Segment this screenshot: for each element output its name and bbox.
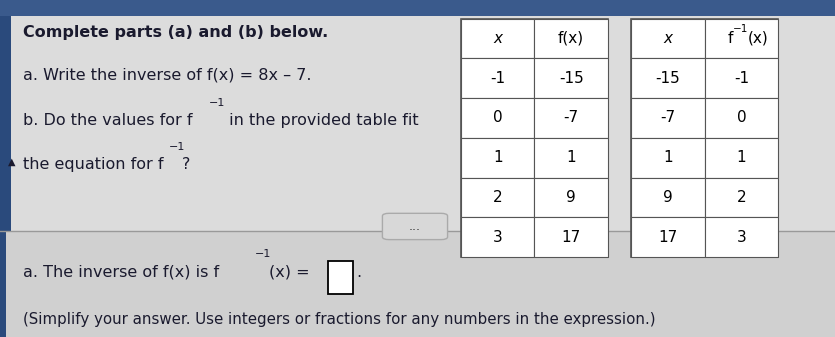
Text: f(x): f(x) xyxy=(558,31,584,46)
Bar xyxy=(631,19,778,257)
Bar xyxy=(461,178,534,217)
Bar xyxy=(0,16,11,231)
Text: −1: −1 xyxy=(256,249,271,259)
Bar xyxy=(631,58,705,98)
Bar xyxy=(0,231,6,337)
Text: 17: 17 xyxy=(561,230,581,245)
Bar xyxy=(631,98,705,138)
Text: Complete parts (a) and (b) below.: Complete parts (a) and (b) below. xyxy=(23,25,329,40)
Bar xyxy=(705,98,778,138)
Bar xyxy=(534,58,608,98)
Bar xyxy=(705,19,778,58)
Text: ?: ? xyxy=(182,157,190,172)
Text: -15: -15 xyxy=(559,71,584,86)
Bar xyxy=(534,19,608,58)
Bar xyxy=(631,19,705,58)
Text: 9: 9 xyxy=(663,190,673,205)
Text: 17: 17 xyxy=(658,230,678,245)
Text: 3: 3 xyxy=(493,230,503,245)
Text: (Simplify your answer. Use integers or fractions for any numbers in the expressi: (Simplify your answer. Use integers or f… xyxy=(23,312,656,327)
Bar xyxy=(705,138,778,178)
Bar xyxy=(461,217,534,257)
Bar xyxy=(461,19,534,58)
FancyBboxPatch shape xyxy=(382,213,448,240)
Text: f: f xyxy=(727,31,732,46)
Bar xyxy=(631,217,705,257)
Text: 2: 2 xyxy=(493,190,503,205)
Bar xyxy=(631,138,705,178)
Text: 1: 1 xyxy=(663,150,673,165)
Bar xyxy=(534,98,608,138)
Text: 1: 1 xyxy=(493,150,503,165)
Text: 2: 2 xyxy=(736,190,746,205)
Text: -7: -7 xyxy=(564,111,579,125)
Bar xyxy=(705,217,778,257)
Bar xyxy=(328,261,353,294)
Text: −1: −1 xyxy=(169,142,185,152)
Text: 9: 9 xyxy=(566,190,576,205)
Bar xyxy=(461,19,608,257)
Text: -7: -7 xyxy=(660,111,676,125)
Text: 1: 1 xyxy=(736,150,746,165)
Bar xyxy=(461,58,534,98)
Text: -15: -15 xyxy=(655,71,681,86)
Text: 0: 0 xyxy=(736,111,746,125)
Bar xyxy=(461,138,534,178)
Text: 3: 3 xyxy=(736,230,746,245)
Bar xyxy=(534,138,608,178)
Bar xyxy=(631,178,705,217)
Text: a. The inverse of f(x) is f: a. The inverse of f(x) is f xyxy=(23,265,220,280)
Bar xyxy=(0,231,835,337)
Text: b. Do the values for f: b. Do the values for f xyxy=(23,113,193,128)
Text: x: x xyxy=(664,31,672,46)
Bar xyxy=(705,58,778,98)
Bar xyxy=(534,178,608,217)
Bar xyxy=(534,217,608,257)
Text: 1: 1 xyxy=(566,150,576,165)
Text: in the provided table fit: in the provided table fit xyxy=(224,113,418,128)
Bar xyxy=(0,0,835,16)
Bar xyxy=(461,98,534,138)
Text: ...: ... xyxy=(409,220,421,233)
Text: (x): (x) xyxy=(747,31,768,46)
Text: −1: −1 xyxy=(209,98,225,108)
Text: x: x xyxy=(493,31,502,46)
Text: (x) =: (x) = xyxy=(269,265,315,280)
Text: the equation for f: the equation for f xyxy=(23,157,164,172)
Text: ▲: ▲ xyxy=(8,157,16,167)
Bar xyxy=(0,16,835,231)
Text: a. Write the inverse of f(x) = 8x – 7.: a. Write the inverse of f(x) = 8x – 7. xyxy=(23,67,312,83)
Text: -1: -1 xyxy=(490,71,505,86)
Text: -1: -1 xyxy=(734,71,749,86)
Text: −1: −1 xyxy=(732,24,748,34)
Text: .: . xyxy=(357,265,362,280)
Bar xyxy=(705,178,778,217)
Text: 0: 0 xyxy=(493,111,503,125)
